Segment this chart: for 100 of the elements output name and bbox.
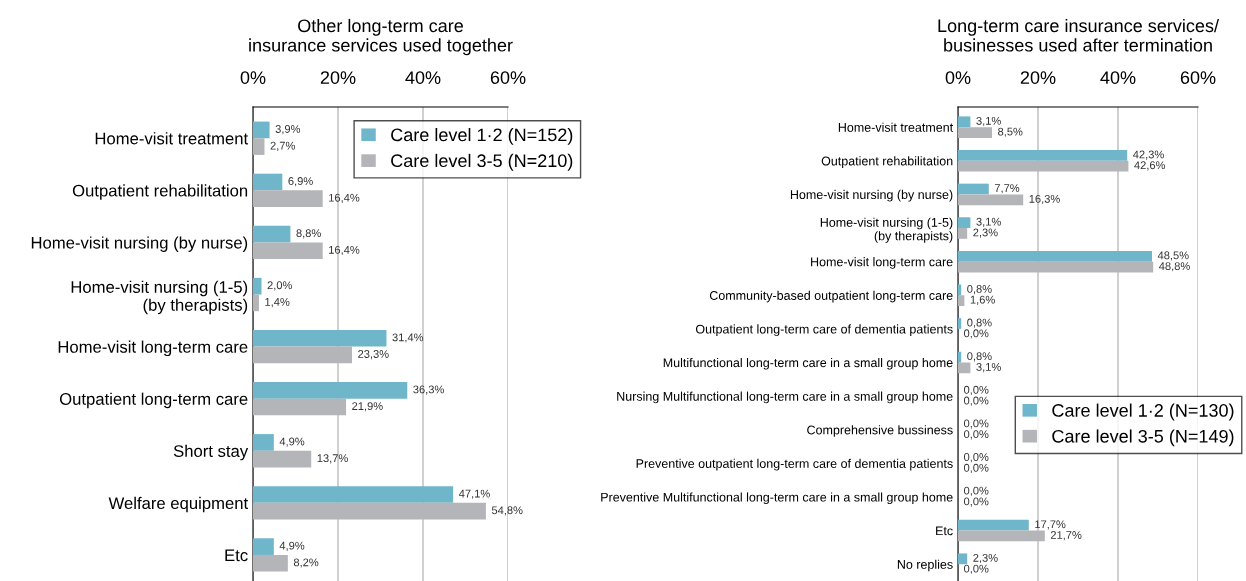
y-tick-label: Welfare equipment (108, 496, 249, 513)
y-tick-label: Nursing Multifunctional long-term care in a small group home (617, 391, 953, 404)
legend-label: Care level 1·2 (N=130) (1052, 403, 1234, 421)
data-label: 8,8% (296, 229, 321, 239)
data-label: 2,3% (973, 228, 998, 238)
bar (958, 553, 968, 565)
data-label: 8,5% (998, 127, 1023, 137)
data-label: 4,9% (279, 541, 305, 551)
data-label: 0,0% (963, 463, 989, 474)
data-label: 0,0% (963, 497, 989, 507)
x-tick-label: 20% (1020, 71, 1056, 84)
data-label: 4,9% (279, 437, 305, 447)
x-tick-label: 40% (1100, 71, 1136, 84)
data-label: 2,7% (270, 141, 295, 151)
chart-title: Other long-term care insurance services used together (249, 18, 513, 56)
data-label: 48,5% (1157, 251, 1189, 261)
data-label: 0,0% (963, 564, 989, 574)
y-tick-label: Outpatient rehabilitation (821, 156, 953, 168)
data-label: 0,0% (963, 385, 989, 396)
data-label: 0,0% (963, 329, 989, 339)
data-label: 17,7% (1035, 520, 1066, 530)
data-label: 16,3% (1029, 194, 1060, 205)
bar (958, 284, 962, 296)
bar (253, 554, 288, 572)
bar (958, 228, 968, 239)
y-tick-label: Outpatient rehabilitation (72, 184, 248, 200)
data-label: 0,8% (967, 318, 992, 328)
data-label: 0,0% (963, 430, 989, 440)
bar (958, 250, 1152, 262)
bar (253, 190, 323, 208)
y-tick-label: Comprehensive bussiness (807, 425, 953, 437)
x-tick-label: 0% (945, 71, 971, 84)
bar (253, 138, 265, 155)
bar (253, 382, 408, 399)
bar (253, 225, 291, 243)
bar (253, 329, 387, 347)
data-label: 0,0% (963, 419, 989, 429)
bar (958, 318, 962, 329)
data-label: 7,7% (994, 184, 1020, 194)
bar (253, 538, 274, 555)
data-label: 16,4% (329, 245, 360, 256)
bar (958, 194, 1024, 206)
y-tick-label: Etc (225, 549, 248, 562)
x-tick-label: 20% (320, 71, 356, 84)
data-label: 36,3% (413, 385, 444, 395)
y-tick-label: Home-visit nursing (by nurse) (790, 189, 953, 202)
bar (253, 450, 312, 468)
x-tick-label: 60% (490, 71, 526, 84)
data-label: 13,7% (317, 454, 348, 464)
data-label: 1,4% (265, 298, 290, 308)
bar (958, 295, 965, 307)
bar (958, 217, 971, 229)
y-tick-label: Home-visit long-term care (58, 340, 248, 357)
y-tick-label: No replies (897, 559, 953, 572)
bar (958, 127, 992, 138)
y-tick-label: Outpatient long-term care of dementia patients (695, 324, 953, 336)
y-tick-label: Home-visit nursing (1-5) (by therapists) (71, 280, 248, 315)
data-label: 42,6% (1134, 161, 1166, 171)
data-label: 0,0% (963, 453, 989, 463)
bar (958, 116, 971, 128)
legend-label: Care level 3-5 (N=149) (1052, 429, 1234, 447)
bar (253, 121, 270, 139)
y-tick-label: Home-visit treatment (95, 132, 249, 145)
y-tick-label: Preventive Multifunctional long-term care in a small group home (601, 492, 953, 505)
bar (253, 242, 323, 260)
y-tick-label: Home-visit long-term care (811, 257, 953, 269)
y-tick-label: Outpatient long-term care (59, 392, 248, 409)
bar (253, 277, 262, 295)
y-tick-label: Home-visit nursing (1-5) (by therapists) (820, 217, 953, 243)
y-tick-label: Home-visit treatment (838, 122, 954, 132)
data-label: 0,8% (967, 284, 992, 295)
data-label: 21,7% (1050, 531, 1082, 541)
data-label: 6,9% (288, 177, 313, 187)
data-label: 8,2% (293, 558, 319, 568)
data-label: 0,0% (963, 486, 989, 496)
legend-label: Care level 1·2 (N=152) (391, 127, 573, 145)
legend-label: Care level 3-5 (N=210) (391, 153, 573, 171)
data-label: 23,3% (358, 350, 389, 360)
data-label: 48,8% (1159, 262, 1190, 272)
x-tick-label: 40% (405, 71, 441, 84)
data-label: 0,8% (967, 352, 992, 362)
y-tick-label: Multifunctional long-term care in a small group home (663, 357, 953, 370)
data-label: 0,0% (963, 396, 989, 406)
data-label: 3,9% (275, 125, 301, 135)
y-tick-label: Home-visit nursing (by nurse) (31, 236, 248, 252)
data-label: 3,1% (976, 362, 1001, 373)
data-label: 21,9% (352, 402, 383, 412)
data-label: 1,6% (970, 295, 995, 305)
bar (958, 362, 971, 374)
y-tick-label: Short stay (173, 444, 249, 461)
y-tick-label: Etc (936, 526, 953, 536)
x-tick-label: 0% (240, 71, 266, 84)
bar (958, 519, 1029, 531)
y-tick-label: Community-based outpatient long-term care (709, 290, 953, 303)
data-label: 54,8% (491, 506, 523, 516)
data-label: 2,0% (267, 281, 292, 291)
bar (253, 434, 274, 451)
data-label: 16,4% (329, 193, 360, 203)
y-tick-label: Preventive outpatient long-term care of dementia patients (636, 458, 953, 471)
bar (958, 183, 989, 195)
